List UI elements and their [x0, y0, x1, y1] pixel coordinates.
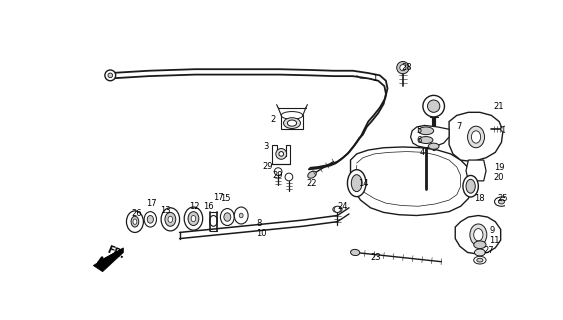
Ellipse shape — [477, 258, 483, 262]
Ellipse shape — [471, 131, 481, 143]
Polygon shape — [449, 112, 503, 162]
Ellipse shape — [287, 120, 297, 126]
Ellipse shape — [161, 208, 180, 231]
Text: 8: 8 — [257, 219, 262, 228]
Ellipse shape — [148, 215, 153, 223]
Ellipse shape — [284, 118, 301, 129]
Ellipse shape — [473, 256, 486, 264]
Circle shape — [334, 206, 341, 212]
Circle shape — [397, 61, 409, 74]
Polygon shape — [272, 145, 291, 164]
Text: 25: 25 — [498, 194, 508, 203]
Ellipse shape — [209, 215, 217, 226]
Ellipse shape — [184, 207, 203, 230]
Ellipse shape — [467, 126, 485, 148]
Text: 1: 1 — [372, 74, 377, 83]
Ellipse shape — [351, 175, 362, 192]
Ellipse shape — [418, 127, 434, 135]
Ellipse shape — [419, 137, 433, 143]
Text: 12: 12 — [189, 202, 199, 211]
Text: 21: 21 — [493, 102, 503, 111]
Text: 28: 28 — [401, 63, 412, 72]
Ellipse shape — [133, 219, 137, 224]
Ellipse shape — [127, 211, 144, 232]
Ellipse shape — [308, 171, 316, 178]
Polygon shape — [282, 116, 303, 129]
Ellipse shape — [234, 207, 248, 224]
Circle shape — [285, 173, 293, 181]
Text: 7: 7 — [457, 123, 462, 132]
Polygon shape — [410, 125, 449, 148]
Text: 20: 20 — [494, 172, 504, 181]
Polygon shape — [466, 160, 486, 181]
Ellipse shape — [220, 209, 234, 226]
Text: 15: 15 — [220, 194, 231, 203]
Circle shape — [276, 148, 287, 159]
Text: 2: 2 — [270, 115, 276, 124]
Ellipse shape — [144, 212, 157, 227]
Text: 24: 24 — [337, 202, 348, 211]
Ellipse shape — [498, 199, 504, 204]
Text: 17: 17 — [146, 199, 157, 208]
Text: 26: 26 — [132, 210, 142, 219]
Ellipse shape — [191, 215, 196, 222]
Text: 19: 19 — [494, 163, 504, 172]
Circle shape — [279, 152, 284, 156]
Ellipse shape — [494, 197, 508, 206]
Circle shape — [274, 168, 282, 175]
Text: 16: 16 — [203, 202, 213, 211]
Ellipse shape — [131, 216, 138, 227]
Circle shape — [423, 95, 444, 117]
Text: 23: 23 — [370, 253, 381, 262]
Ellipse shape — [168, 216, 173, 222]
Ellipse shape — [239, 213, 243, 218]
Text: 3: 3 — [263, 142, 269, 151]
Text: 4: 4 — [420, 148, 425, 157]
Ellipse shape — [501, 126, 510, 132]
Text: 29: 29 — [262, 163, 272, 172]
Text: 27: 27 — [484, 246, 494, 255]
Ellipse shape — [188, 212, 199, 226]
Circle shape — [427, 100, 440, 112]
Ellipse shape — [333, 206, 342, 212]
Text: 17: 17 — [213, 193, 224, 202]
Ellipse shape — [470, 224, 487, 245]
Text: 5: 5 — [416, 126, 421, 135]
Circle shape — [108, 73, 113, 78]
Ellipse shape — [466, 179, 475, 193]
Ellipse shape — [475, 249, 485, 256]
Text: 14: 14 — [358, 179, 369, 188]
Text: 18: 18 — [473, 194, 484, 203]
Circle shape — [400, 65, 406, 71]
Text: 13: 13 — [160, 206, 171, 215]
Polygon shape — [93, 248, 123, 272]
Ellipse shape — [282, 112, 303, 119]
Ellipse shape — [463, 175, 479, 197]
Ellipse shape — [351, 249, 360, 256]
Ellipse shape — [473, 228, 483, 241]
Text: 22: 22 — [307, 179, 317, 188]
Circle shape — [105, 70, 115, 81]
Ellipse shape — [347, 170, 366, 196]
Text: 29: 29 — [272, 171, 283, 180]
Polygon shape — [351, 147, 472, 215]
Ellipse shape — [428, 143, 439, 149]
Text: 11: 11 — [489, 236, 499, 245]
Text: 9: 9 — [489, 227, 494, 236]
Ellipse shape — [165, 212, 176, 226]
Text: FR.: FR. — [105, 244, 126, 260]
Ellipse shape — [473, 241, 486, 249]
Text: 6: 6 — [417, 136, 422, 145]
Text: 10: 10 — [257, 229, 267, 238]
Polygon shape — [455, 215, 501, 254]
Ellipse shape — [224, 213, 231, 221]
